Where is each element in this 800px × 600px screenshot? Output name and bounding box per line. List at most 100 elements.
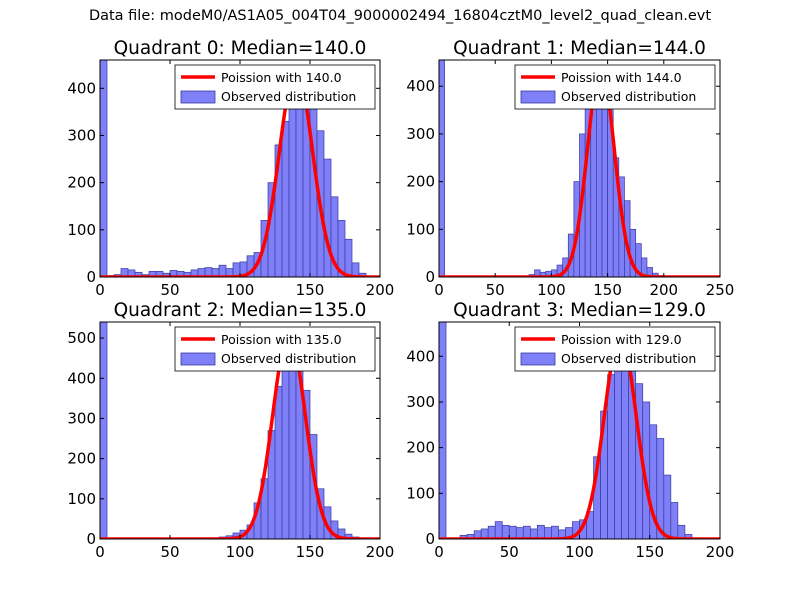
y-tick-label: 400 [67, 369, 96, 387]
y-tick-label: 300 [67, 126, 96, 144]
histogram-bar [344, 533, 353, 539]
x-tick-label: 100 [565, 543, 594, 561]
legend-observed-swatch [520, 352, 556, 366]
histogram-bar [551, 525, 559, 539]
histogram-bar [494, 521, 503, 539]
y-tick-label: 200 [67, 174, 96, 192]
legend-observed-swatch [180, 90, 216, 104]
histogram-bar [439, 322, 447, 539]
histogram-bar [663, 474, 672, 539]
x-tick-label: 200 [649, 281, 678, 299]
x-tick-label: 50 [160, 281, 179, 299]
x-tick-label: 0 [434, 281, 444, 299]
x-tick-label: 150 [635, 543, 664, 561]
histogram-bar [536, 524, 545, 539]
x-tick-label: 100 [226, 281, 255, 299]
histogram-bar [274, 385, 283, 539]
histogram-bar [670, 502, 679, 539]
y-tick-label: 0 [86, 530, 96, 548]
y-tick-label: 100 [406, 220, 435, 238]
y-tick-label: 200 [406, 173, 435, 191]
histogram-bar [100, 60, 108, 277]
histogram-bar [439, 60, 445, 277]
chart-title: Quadrant 1: Median=144.0 [453, 38, 706, 59]
histogram-bar [281, 120, 290, 277]
y-tick-label: 0 [86, 268, 96, 286]
histogram-bar [344, 238, 353, 277]
y-tick-label: 400 [67, 79, 96, 97]
y-tick-label: 400 [406, 77, 435, 95]
legend-poisson-label: Poission with 129.0 [561, 332, 682, 347]
x-tick-label: 100 [226, 543, 255, 561]
y-tick-label: 200 [406, 439, 435, 457]
legend: Poission with 129.0 Observed distribution [514, 326, 716, 372]
histogram-bar [646, 267, 653, 277]
legend-poisson-label: Poission with 144.0 [561, 70, 682, 85]
y-tick-label: 300 [67, 409, 96, 427]
histogram-bar [288, 83, 297, 277]
histogram-bar [677, 524, 686, 539]
legend-observed-label: Observed distribution [221, 351, 356, 366]
y-tick-label: 300 [406, 393, 435, 411]
legend-observed-swatch [180, 352, 216, 366]
legend-observed-label: Observed distribution [561, 351, 696, 366]
x-tick-label: 0 [434, 543, 444, 561]
x-tick-label: 50 [486, 281, 505, 299]
histogram-bar [323, 158, 332, 277]
x-tick-label: 150 [296, 281, 325, 299]
legend-observed-label: Observed distribution [561, 89, 696, 104]
histogram-bar [508, 525, 517, 539]
poisson-curve-group [439, 333, 720, 539]
axes-frame [438, 59, 721, 278]
chart-panel-0: 0 50 100 150 200 0 100 200 300 400 Quadrant 0: Med… [67, 38, 394, 299]
histogram-bar [607, 374, 615, 539]
x-tick-label: 150 [593, 281, 622, 299]
legend: Poission with 135.0 Observed distribution [174, 326, 376, 372]
histogram-bar [522, 525, 531, 539]
histogram-bar [684, 534, 693, 539]
histogram-bar [501, 524, 510, 539]
x-tick-label: 50 [160, 543, 179, 561]
histogram-bar [601, 81, 608, 277]
y-tick-label: 400 [406, 347, 435, 365]
legend-observed-label: Observed distribution [221, 89, 356, 104]
x-tick-label: 50 [500, 543, 519, 561]
histogram-bar [281, 345, 290, 539]
legend: Poission with 140.0 Observed distribution [174, 64, 376, 110]
histogram-bar [351, 262, 360, 277]
x-tick-label: 200 [706, 543, 735, 561]
y-tick-label: 100 [406, 484, 435, 502]
chart-panel-3: 0 50 100 150 200 0 100 200 300 400 Quadrant 3: Med… [406, 300, 734, 561]
chart-panel-1: 0 50 100 150 200 250 0 100 200 300 400 Quadrant 1: … [406, 38, 734, 299]
legend-poisson-label: Poission with 135.0 [221, 332, 342, 347]
figure-suptitle: Data file: modeM0/AS1A05_004T04_90000024… [88, 8, 712, 24]
y-tick-label: 0 [425, 268, 435, 286]
legend-observed-swatch [520, 90, 556, 104]
x-tick-label: 200 [366, 543, 395, 561]
chart-panel-2: 0 50 100 150 200 0 100 200 300 400 500 Quadrant 2: … [67, 300, 394, 561]
y-tick-label: 100 [67, 490, 96, 508]
histogram-bar [621, 351, 630, 539]
y-tick-label: 300 [406, 125, 435, 143]
y-tick-label: 200 [67, 450, 96, 468]
y-tick-label: 100 [67, 221, 96, 239]
chart-title: Quadrant 0: Median=140.0 [114, 38, 367, 59]
histogram-bar [288, 341, 297, 539]
poisson-curve-group [439, 65, 720, 277]
histogram-bar [487, 525, 496, 539]
chart-title: Quadrant 2: Median=135.0 [114, 300, 367, 321]
x-tick-label: 250 [706, 281, 735, 299]
x-tick-label: 100 [537, 281, 566, 299]
y-tick-label: 500 [67, 329, 96, 347]
poisson-curve [439, 333, 720, 539]
y-tick-label: 0 [425, 530, 435, 548]
legend: Poission with 144.0 Observed distribution [514, 64, 716, 110]
chart-title: Quadrant 3: Median=129.0 [453, 300, 706, 321]
x-tick-label: 150 [296, 543, 325, 561]
x-tick-label: 0 [95, 543, 105, 561]
histogram-bar [100, 322, 108, 539]
x-tick-label: 200 [366, 281, 395, 299]
poisson-curve [439, 65, 720, 277]
